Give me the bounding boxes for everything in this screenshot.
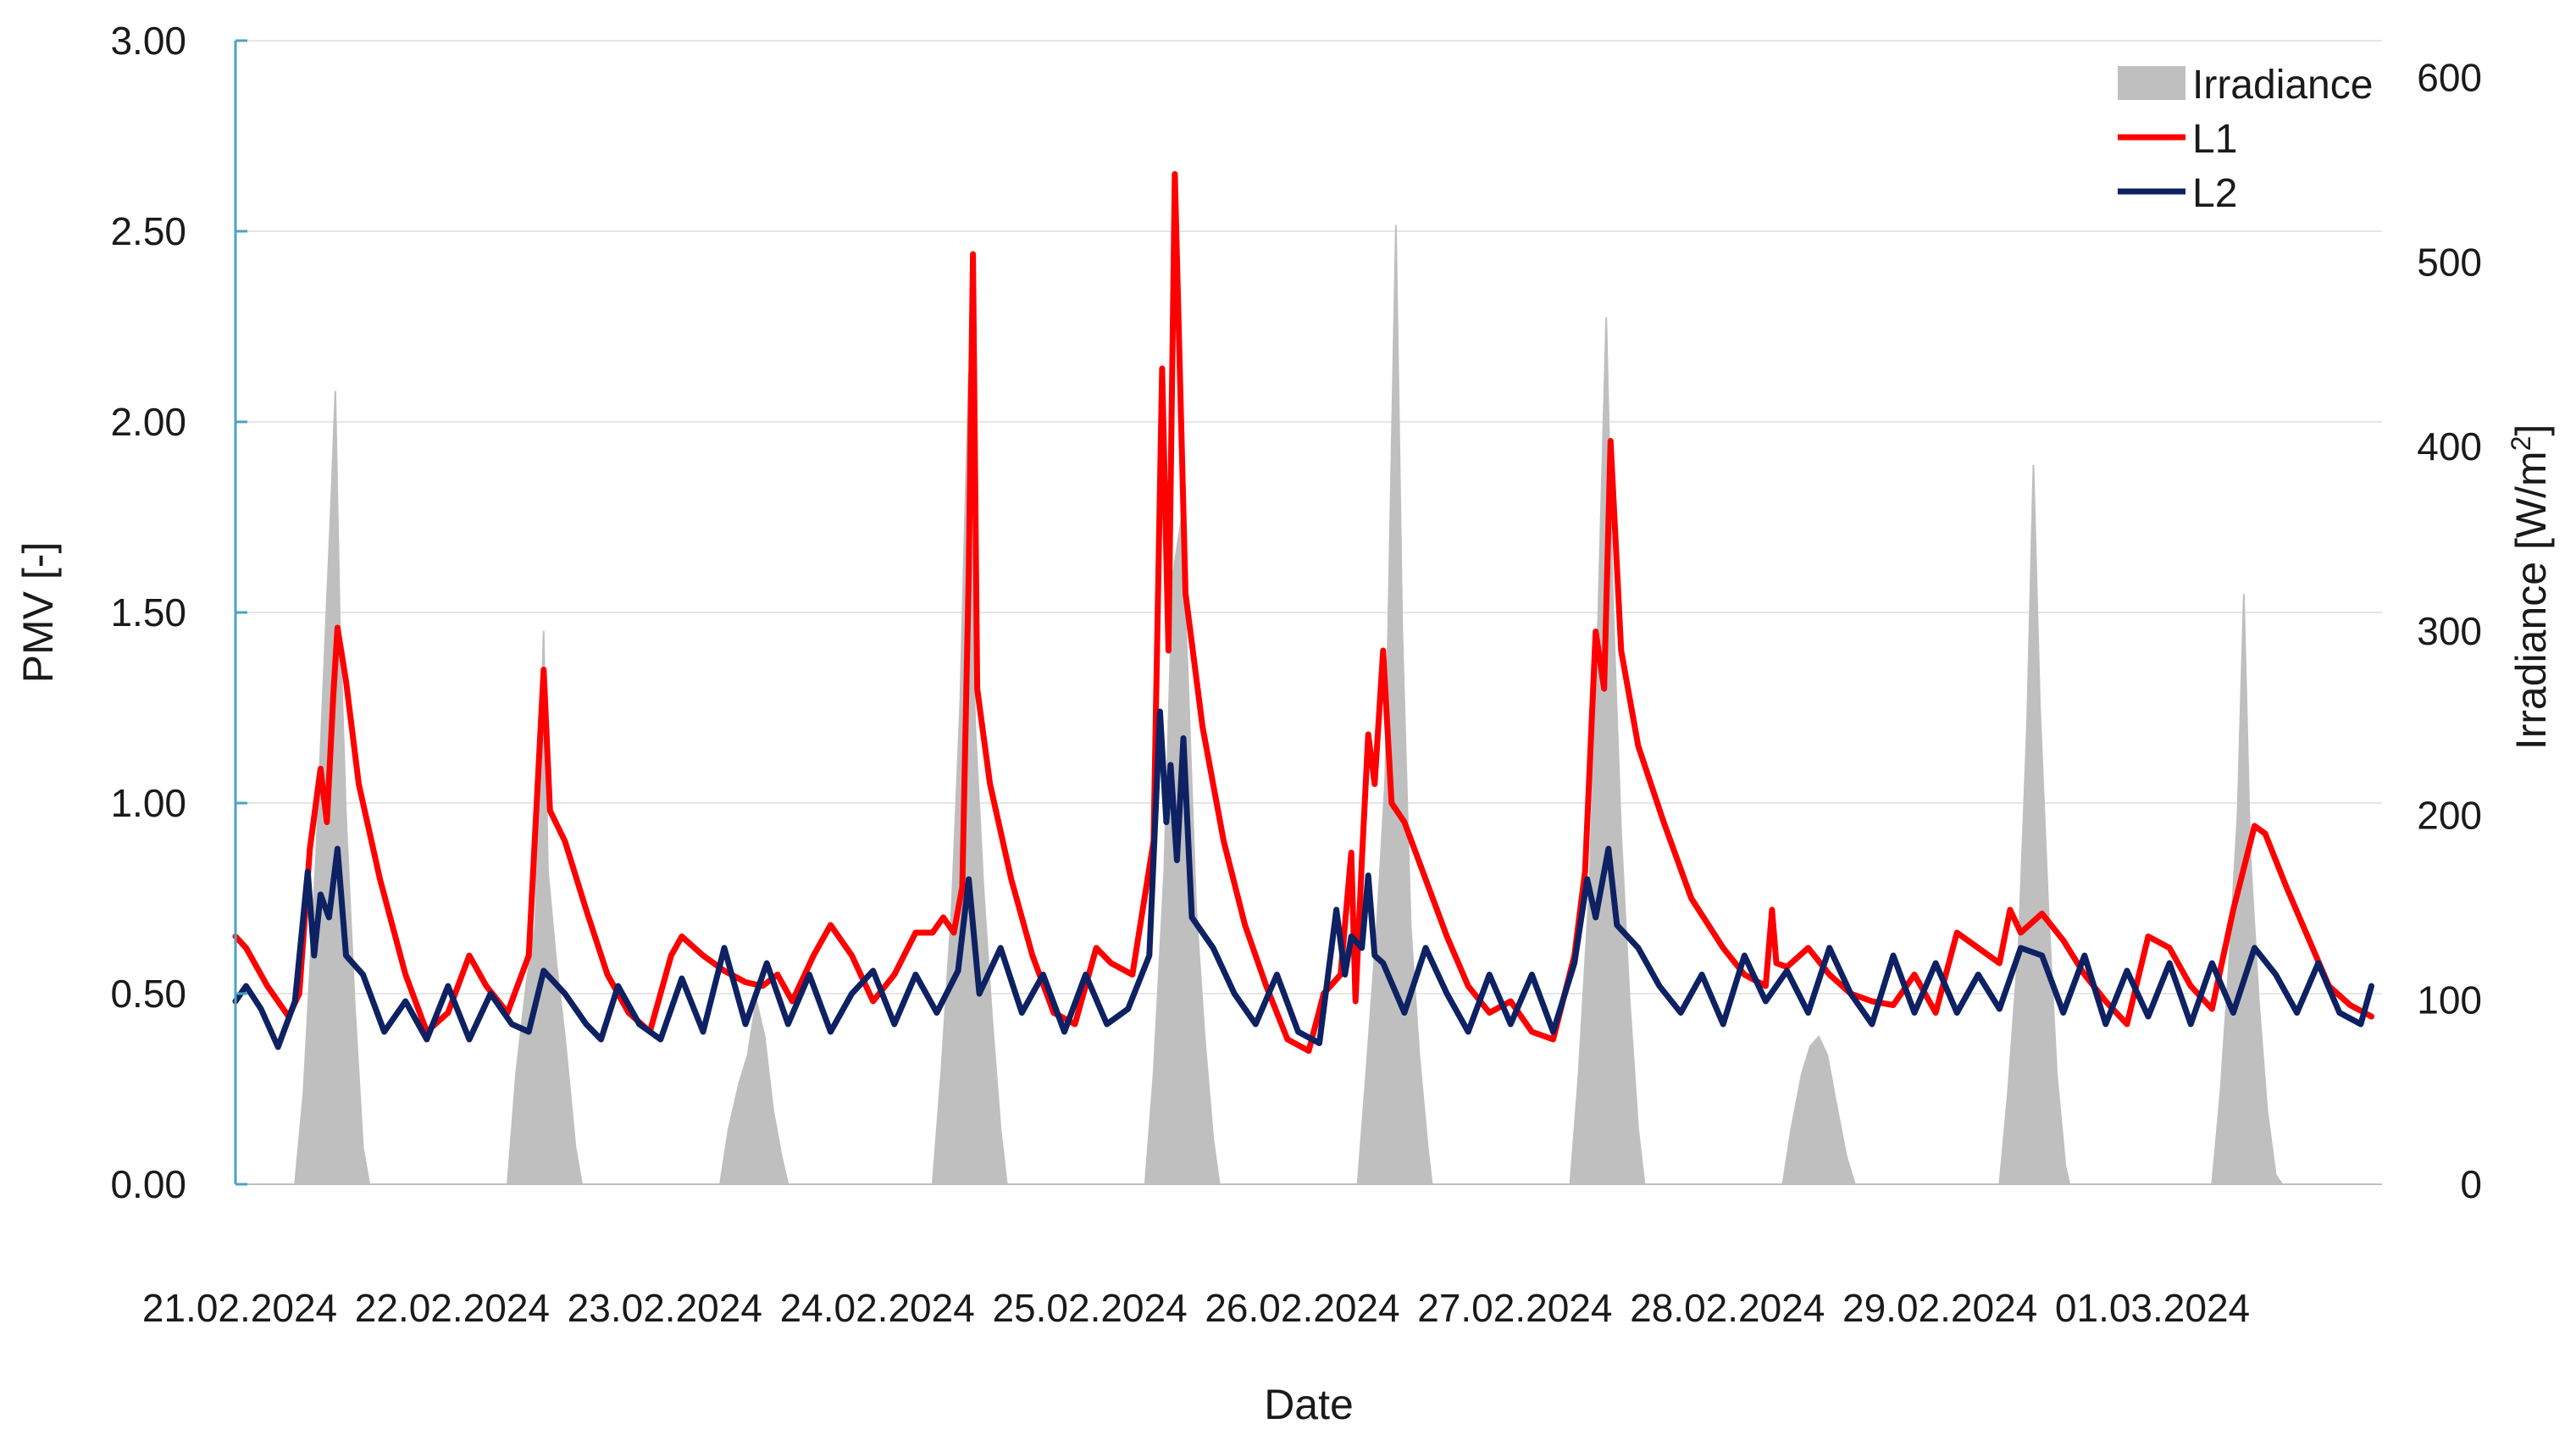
x-tick-label-6: 27.02.2024 <box>1417 1286 1612 1330</box>
y-tick-label-4: 2.00 <box>110 400 186 444</box>
y-tick-label-0: 0.00 <box>110 1162 186 1206</box>
line-layer <box>232 171 2374 1054</box>
x-tick-label-2: 23.02.2024 <box>568 1286 762 1330</box>
y-tick-label-1: 0.50 <box>110 972 186 1016</box>
y2-axis-title-superscript: 2 <box>2506 436 2536 452</box>
y-tick-label-6: 3.00 <box>110 19 186 63</box>
legend: Irradiance L1 L2 <box>2118 63 2373 216</box>
x-tick-label-1: 22.02.2024 <box>355 1286 550 1330</box>
tick-layer: 0.00 0.50 1.00 1.50 2.00 2.50 3.00 0 100 200 300 40… <box>110 19 2482 1330</box>
x-tick-label-0: 21.02.2024 <box>142 1286 337 1330</box>
y2-tick-label-0: 0 <box>2460 1162 2482 1206</box>
grid-layer <box>235 40 2382 1185</box>
x-tick-label-8: 29.02.2024 <box>1842 1286 2037 1330</box>
series-irradiance-area <box>235 224 2382 1185</box>
y2-tick-label-1: 100 <box>2417 978 2482 1022</box>
y2-axis-title-base: Irradiance [W/m <box>2507 451 2555 750</box>
y-tick-label-3: 1.50 <box>110 590 186 634</box>
y2-axis-title-end: ] <box>2507 424 2555 436</box>
y2-axis-title: Irradiance [W/m2] <box>2506 424 2555 751</box>
x-tick-label-5: 26.02.2024 <box>1205 1286 1399 1330</box>
y-axis-title: PMV [-] <box>14 542 62 684</box>
x-tick-label-7: 28.02.2024 <box>1630 1286 1825 1330</box>
legend-label-l1: L1 <box>2192 117 2237 162</box>
y2-tick-label-3: 300 <box>2417 609 2482 653</box>
y2-tick-label-2: 200 <box>2417 794 2482 838</box>
legend-label-irradiance: Irradiance <box>2192 63 2373 108</box>
y2-tick-label-5: 500 <box>2417 240 2482 284</box>
x-tick-label-3: 24.02.2024 <box>780 1286 975 1330</box>
y-tick-label-2: 1.00 <box>110 781 186 825</box>
y-tick-label-5: 2.50 <box>110 209 186 253</box>
x-tick-label-9: 01.03.2024 <box>2055 1286 2250 1330</box>
y2-tick-label-4: 400 <box>2417 424 2482 468</box>
irradiance-layer <box>235 224 2382 1185</box>
series-l2-line <box>232 708 2374 1050</box>
series-l1-line <box>232 171 2374 1054</box>
x-tick-label-4: 25.02.2024 <box>992 1286 1187 1330</box>
x-axis-title: Date <box>1264 1381 1354 1428</box>
y2-tick-label-6: 600 <box>2417 56 2482 100</box>
legend-label-l2: L2 <box>2192 171 2237 216</box>
legend-swatch-irradiance <box>2118 66 2185 100</box>
